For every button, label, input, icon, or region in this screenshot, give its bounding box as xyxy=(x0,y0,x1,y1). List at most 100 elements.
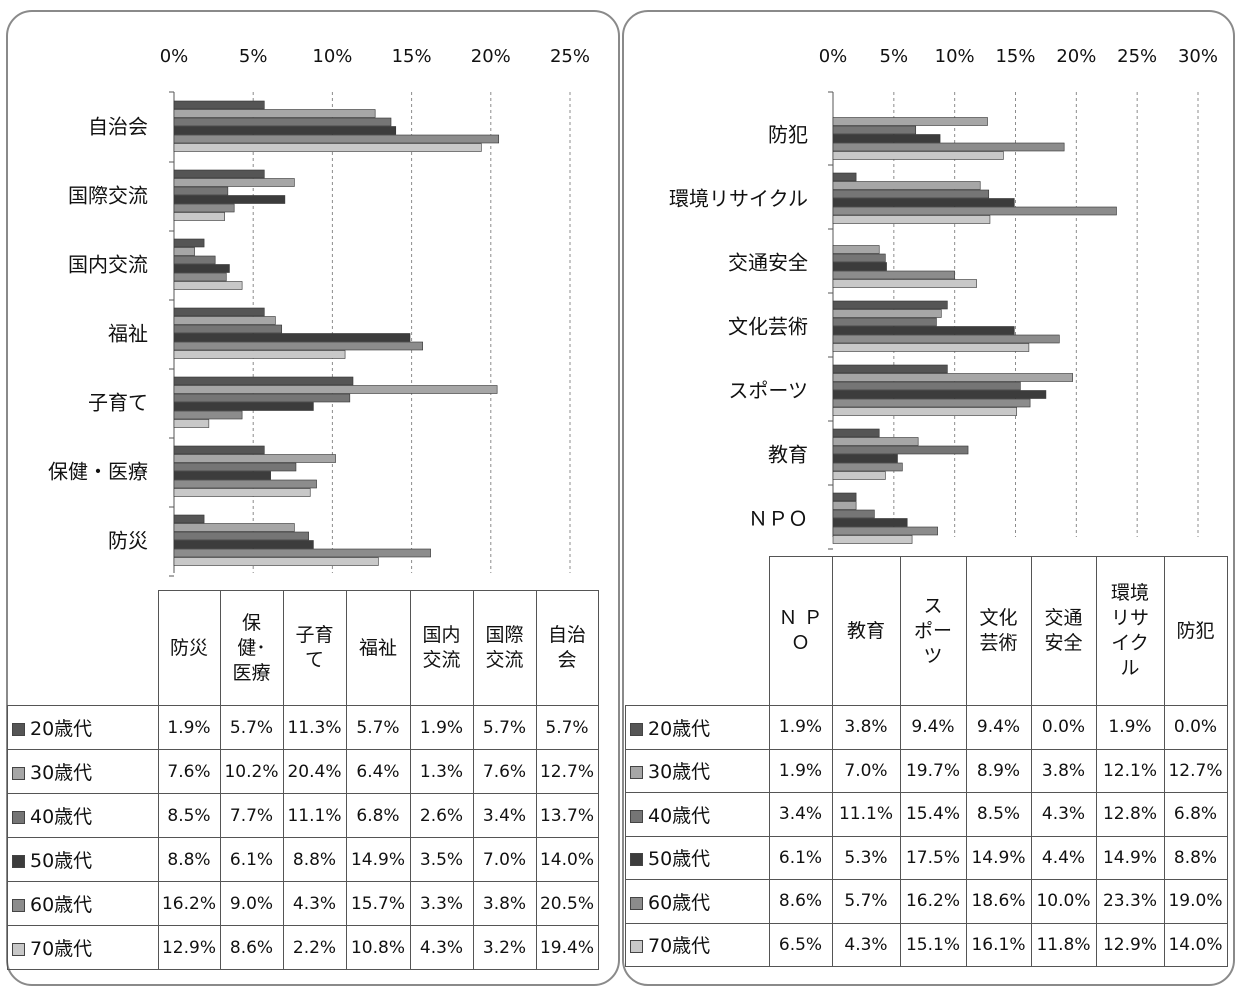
category-label: 環境リサイクル xyxy=(669,187,808,211)
series-name: 30歳代 xyxy=(648,761,711,784)
bar xyxy=(173,540,314,549)
table-cell: 11.8% xyxy=(1030,922,1097,967)
bar xyxy=(173,281,243,290)
bar xyxy=(832,142,1065,152)
table-cell: 1.9% xyxy=(1095,705,1165,750)
table-cell: 8.6% xyxy=(768,879,833,924)
bar xyxy=(173,341,423,351)
bar xyxy=(832,343,1030,352)
table-cell: 19.7% xyxy=(899,748,967,793)
table-cell: 8.8% xyxy=(157,837,221,882)
bar xyxy=(832,407,1018,416)
series-name: 70歳代 xyxy=(30,938,93,960)
series-name: 60歳代 xyxy=(648,891,711,914)
category-label: 交通安全 xyxy=(728,251,808,275)
legend-swatch xyxy=(12,723,25,736)
bar xyxy=(173,333,411,342)
legend-swatch xyxy=(12,855,25,868)
x-tick-label: 10% xyxy=(312,46,352,67)
table-column-header: スポーツ xyxy=(899,556,967,706)
table-column-header: 文化 芸術 xyxy=(965,556,1032,706)
bar xyxy=(832,326,1015,335)
table-column-header: 保健･ 医療 xyxy=(219,590,284,706)
table-cell: 14.0% xyxy=(535,837,599,882)
bar xyxy=(173,143,482,152)
category-label: 保健・医療 xyxy=(48,460,148,484)
table-cell: 9.0% xyxy=(219,881,284,926)
category-label: 教育 xyxy=(768,443,808,467)
series-name: 40歳代 xyxy=(30,806,93,828)
bar xyxy=(832,279,977,288)
table-cell: 3.8% xyxy=(1030,748,1097,793)
bar xyxy=(173,169,265,179)
x-tick-label: 20% xyxy=(1056,46,1096,67)
series-name: 20歳代 xyxy=(648,717,711,740)
table-cell: 14.0% xyxy=(1163,922,1228,967)
table-column-header: 交通 安全 xyxy=(1030,556,1097,706)
table-cell: 6.1% xyxy=(219,837,284,882)
table-column-header: 防災 xyxy=(157,590,221,706)
table-cell: 4.3% xyxy=(282,881,347,926)
table-cell: 15.1% xyxy=(899,922,967,967)
bar xyxy=(173,126,397,135)
legend-swatch xyxy=(12,943,25,956)
table-cell: 23.3% xyxy=(1095,879,1165,924)
table-cell: 8.5% xyxy=(965,792,1032,837)
category-label: 子育て xyxy=(88,391,148,415)
table-cell: 12.1% xyxy=(1095,748,1165,793)
bar xyxy=(173,316,276,325)
x-tick-label: 15% xyxy=(392,46,432,67)
legend-swatch xyxy=(12,811,25,824)
bar xyxy=(832,334,1060,344)
table-cell: 2.6% xyxy=(409,793,474,838)
x-tick-label: 15% xyxy=(995,46,1035,67)
series-name: 70歳代 xyxy=(648,935,711,958)
table-cell: 19.0% xyxy=(1163,879,1228,924)
x-tick-label: 0% xyxy=(160,46,189,67)
bar xyxy=(173,376,354,386)
series-name: 50歳代 xyxy=(30,850,93,872)
bar xyxy=(832,181,981,190)
table-cell: 3.3% xyxy=(409,881,474,926)
category-label: ＮＰＯ xyxy=(748,507,808,531)
table-cell: 11.1% xyxy=(282,793,347,838)
right-data-table: Ｎ Ｐ Ｏ 教育スポーツ文化 芸術 交通 安全 環境 リサ イクル防犯 20歳代 1.9% 3.8% 9… xyxy=(625,556,1228,967)
bar xyxy=(832,317,937,327)
x-tick-label: 5% xyxy=(880,46,909,67)
x-tick-label: 25% xyxy=(550,46,590,67)
category-label: 防犯 xyxy=(768,123,808,147)
bar xyxy=(832,518,908,527)
legend-swatch xyxy=(12,767,25,780)
bar xyxy=(173,385,498,394)
bar xyxy=(832,390,1047,399)
bar xyxy=(832,206,1117,216)
table-cell: 10.2% xyxy=(219,749,284,794)
bar xyxy=(173,471,271,480)
table-cell: 13.7% xyxy=(535,793,599,838)
legend-swatch xyxy=(630,940,643,954)
table-cell: 5.7% xyxy=(345,705,411,750)
table-cell: 8.9% xyxy=(965,748,1032,793)
bar xyxy=(832,373,1073,382)
table-cell: 10.8% xyxy=(345,925,411,970)
bar xyxy=(173,393,351,403)
bar xyxy=(173,117,392,127)
table-cell: 4.3% xyxy=(831,922,901,967)
table-cell: 6.8% xyxy=(345,793,411,838)
table-row-label: 20歳代 xyxy=(625,705,770,750)
bar xyxy=(832,253,886,263)
legend-swatch xyxy=(630,809,643,823)
table-column-header: 国際 交流 xyxy=(472,590,537,706)
table-cell: 12.9% xyxy=(157,925,221,970)
bar xyxy=(173,410,243,420)
bar xyxy=(832,125,917,135)
table-cell: 1.9% xyxy=(768,705,833,750)
legend-swatch xyxy=(630,766,643,780)
bar xyxy=(173,178,295,187)
table-cell: 12.9% xyxy=(1095,922,1165,967)
legend-swatch xyxy=(12,899,25,912)
table-cell: 6.1% xyxy=(768,835,833,880)
category-label: 文化芸術 xyxy=(728,315,808,339)
table-cell: 10.0% xyxy=(1030,879,1097,924)
table-cell: 11.1% xyxy=(831,792,901,837)
